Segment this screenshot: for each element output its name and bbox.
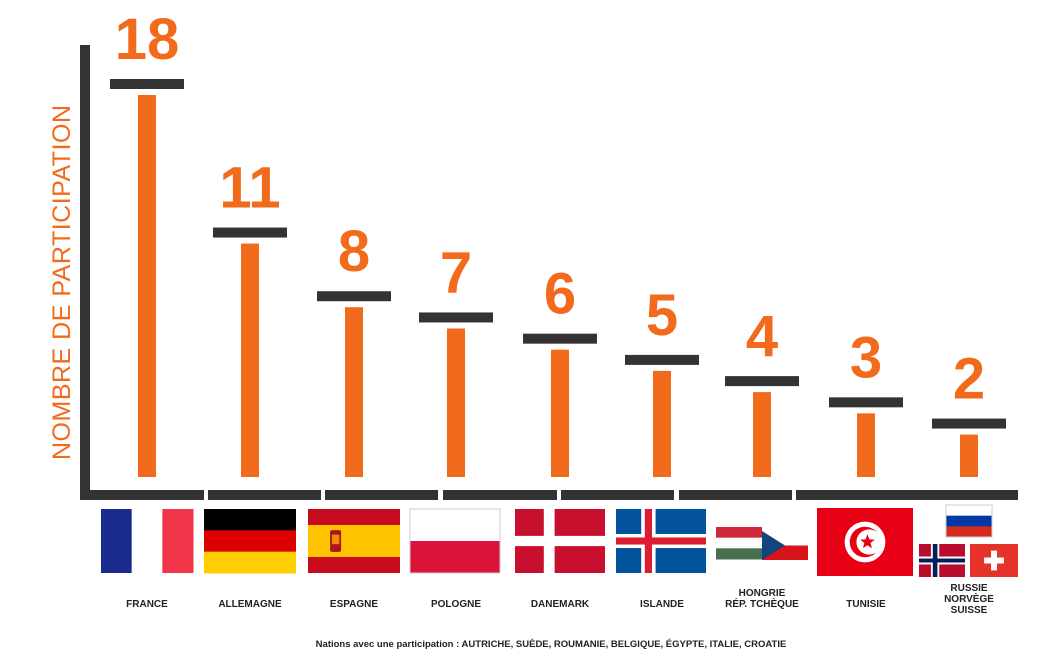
value-label: 11 — [219, 156, 280, 221]
category-label: TUNISIE — [846, 599, 886, 610]
y-axis-line — [80, 45, 90, 498]
russia-flag — [945, 504, 993, 538]
bar — [241, 243, 259, 477]
y-axis-label: NOMBRE DE PARTICIPATION — [48, 104, 76, 460]
poland-flag — [409, 508, 501, 574]
bar — [653, 370, 671, 477]
labels-layer: 18 FRANCE 11 ALLEMAGNE 8 ESPAGNE 7 POLOGNE 6 DANE… — [115, 7, 994, 616]
spain-flag — [308, 509, 400, 573]
france-flag — [101, 509, 194, 573]
bar-cap — [932, 418, 1006, 429]
category-label: RUSSIE NORVÈGE SUISSE — [944, 583, 994, 616]
iceland-flag — [616, 509, 706, 573]
bars-layer — [110, 79, 1006, 477]
category-label: ISLANDE — [640, 599, 684, 610]
footnote: Nations avec une participation : AUTRICH… — [316, 639, 787, 650]
value-label: 2 — [953, 347, 985, 412]
bar-cap — [110, 79, 184, 89]
czech-flag — [762, 531, 808, 560]
category-label: ESPAGNE — [330, 599, 378, 610]
bar-cap — [829, 397, 903, 408]
value-label: 18 — [115, 7, 180, 72]
bar-cap — [419, 312, 493, 323]
switzerland-flag — [970, 544, 1018, 577]
x-axis-segment — [208, 490, 321, 500]
x-axis-segment — [325, 490, 438, 500]
bar-cap — [523, 333, 597, 344]
value-label: 3 — [850, 325, 882, 390]
bar-cap — [213, 227, 287, 238]
hungary-flag — [716, 527, 762, 560]
denmark-flag — [515, 509, 605, 573]
x-axis-segment — [443, 490, 557, 500]
category-label: DANEMARK — [531, 599, 590, 610]
value-label: 7 — [440, 240, 472, 305]
x-axis-segment — [796, 490, 1018, 500]
bar — [447, 328, 465, 477]
value-label: 5 — [646, 283, 678, 348]
category-label: POLOGNE — [431, 599, 481, 610]
x-axis-segment — [561, 490, 674, 500]
bar — [551, 349, 569, 477]
bar — [857, 413, 875, 477]
bar-cap — [625, 354, 699, 365]
germany-flag — [204, 509, 296, 574]
bar — [960, 434, 978, 477]
axis-layer — [80, 45, 1018, 500]
value-label: 4 — [746, 304, 778, 369]
x-axis-segment — [80, 490, 204, 500]
bar-cap — [317, 291, 391, 302]
bar — [138, 95, 156, 477]
bar — [753, 392, 771, 477]
flags-layer — [101, 504, 1018, 577]
tunisia-flag — [817, 508, 913, 576]
category-label: HONGRIE RÉP. TCHÈQUE — [725, 588, 799, 610]
category-label: FRANCE — [126, 599, 168, 610]
norway-flag — [919, 544, 965, 577]
category-label: ALLEMAGNE — [218, 599, 282, 610]
bar-cap — [725, 376, 799, 387]
x-axis-segment — [679, 490, 792, 500]
value-label: 6 — [544, 262, 576, 327]
value-label: 8 — [338, 219, 370, 284]
bar — [345, 307, 363, 477]
